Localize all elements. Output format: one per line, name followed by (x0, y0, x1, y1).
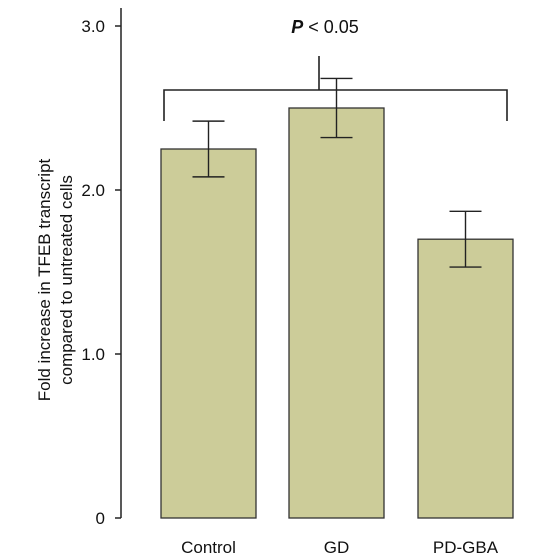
y-axis-label-line-1: Fold increase in TFEB transcript (35, 158, 54, 401)
bar-pd-gba (417, 238, 514, 519)
p-value-label: P < 0.05 (291, 17, 359, 37)
y-tick-label: 2.0 (81, 181, 105, 200)
bar-gd (288, 107, 385, 519)
y-axis-label-line-2: compared to untreated cells (57, 175, 76, 385)
y-tick-label: 1.0 (81, 345, 105, 364)
y-axis: 0 1.0 2.0 3.0 (81, 8, 122, 528)
bars-group (160, 107, 514, 519)
bar-control (160, 148, 257, 519)
y-axis-label: Fold increase in TFEB transcript compare… (35, 158, 76, 401)
x-tick-label-pd-gba: PD-GBA (433, 538, 499, 556)
y-tick-label: 0 (96, 509, 105, 528)
significance-bracket (163, 89, 508, 121)
error-bars-group (192, 77, 482, 268)
x-tick-label-control: Control (181, 538, 236, 556)
p-threshold: < 0.05 (303, 17, 359, 37)
x-tick-label-gd: GD (324, 538, 350, 556)
p-symbol: P (291, 17, 304, 37)
y-tick-label: 3.0 (81, 17, 105, 36)
significance-annotation: P < 0.05 (163, 17, 508, 121)
x-axis: Control GD PD-GBA (181, 538, 499, 556)
